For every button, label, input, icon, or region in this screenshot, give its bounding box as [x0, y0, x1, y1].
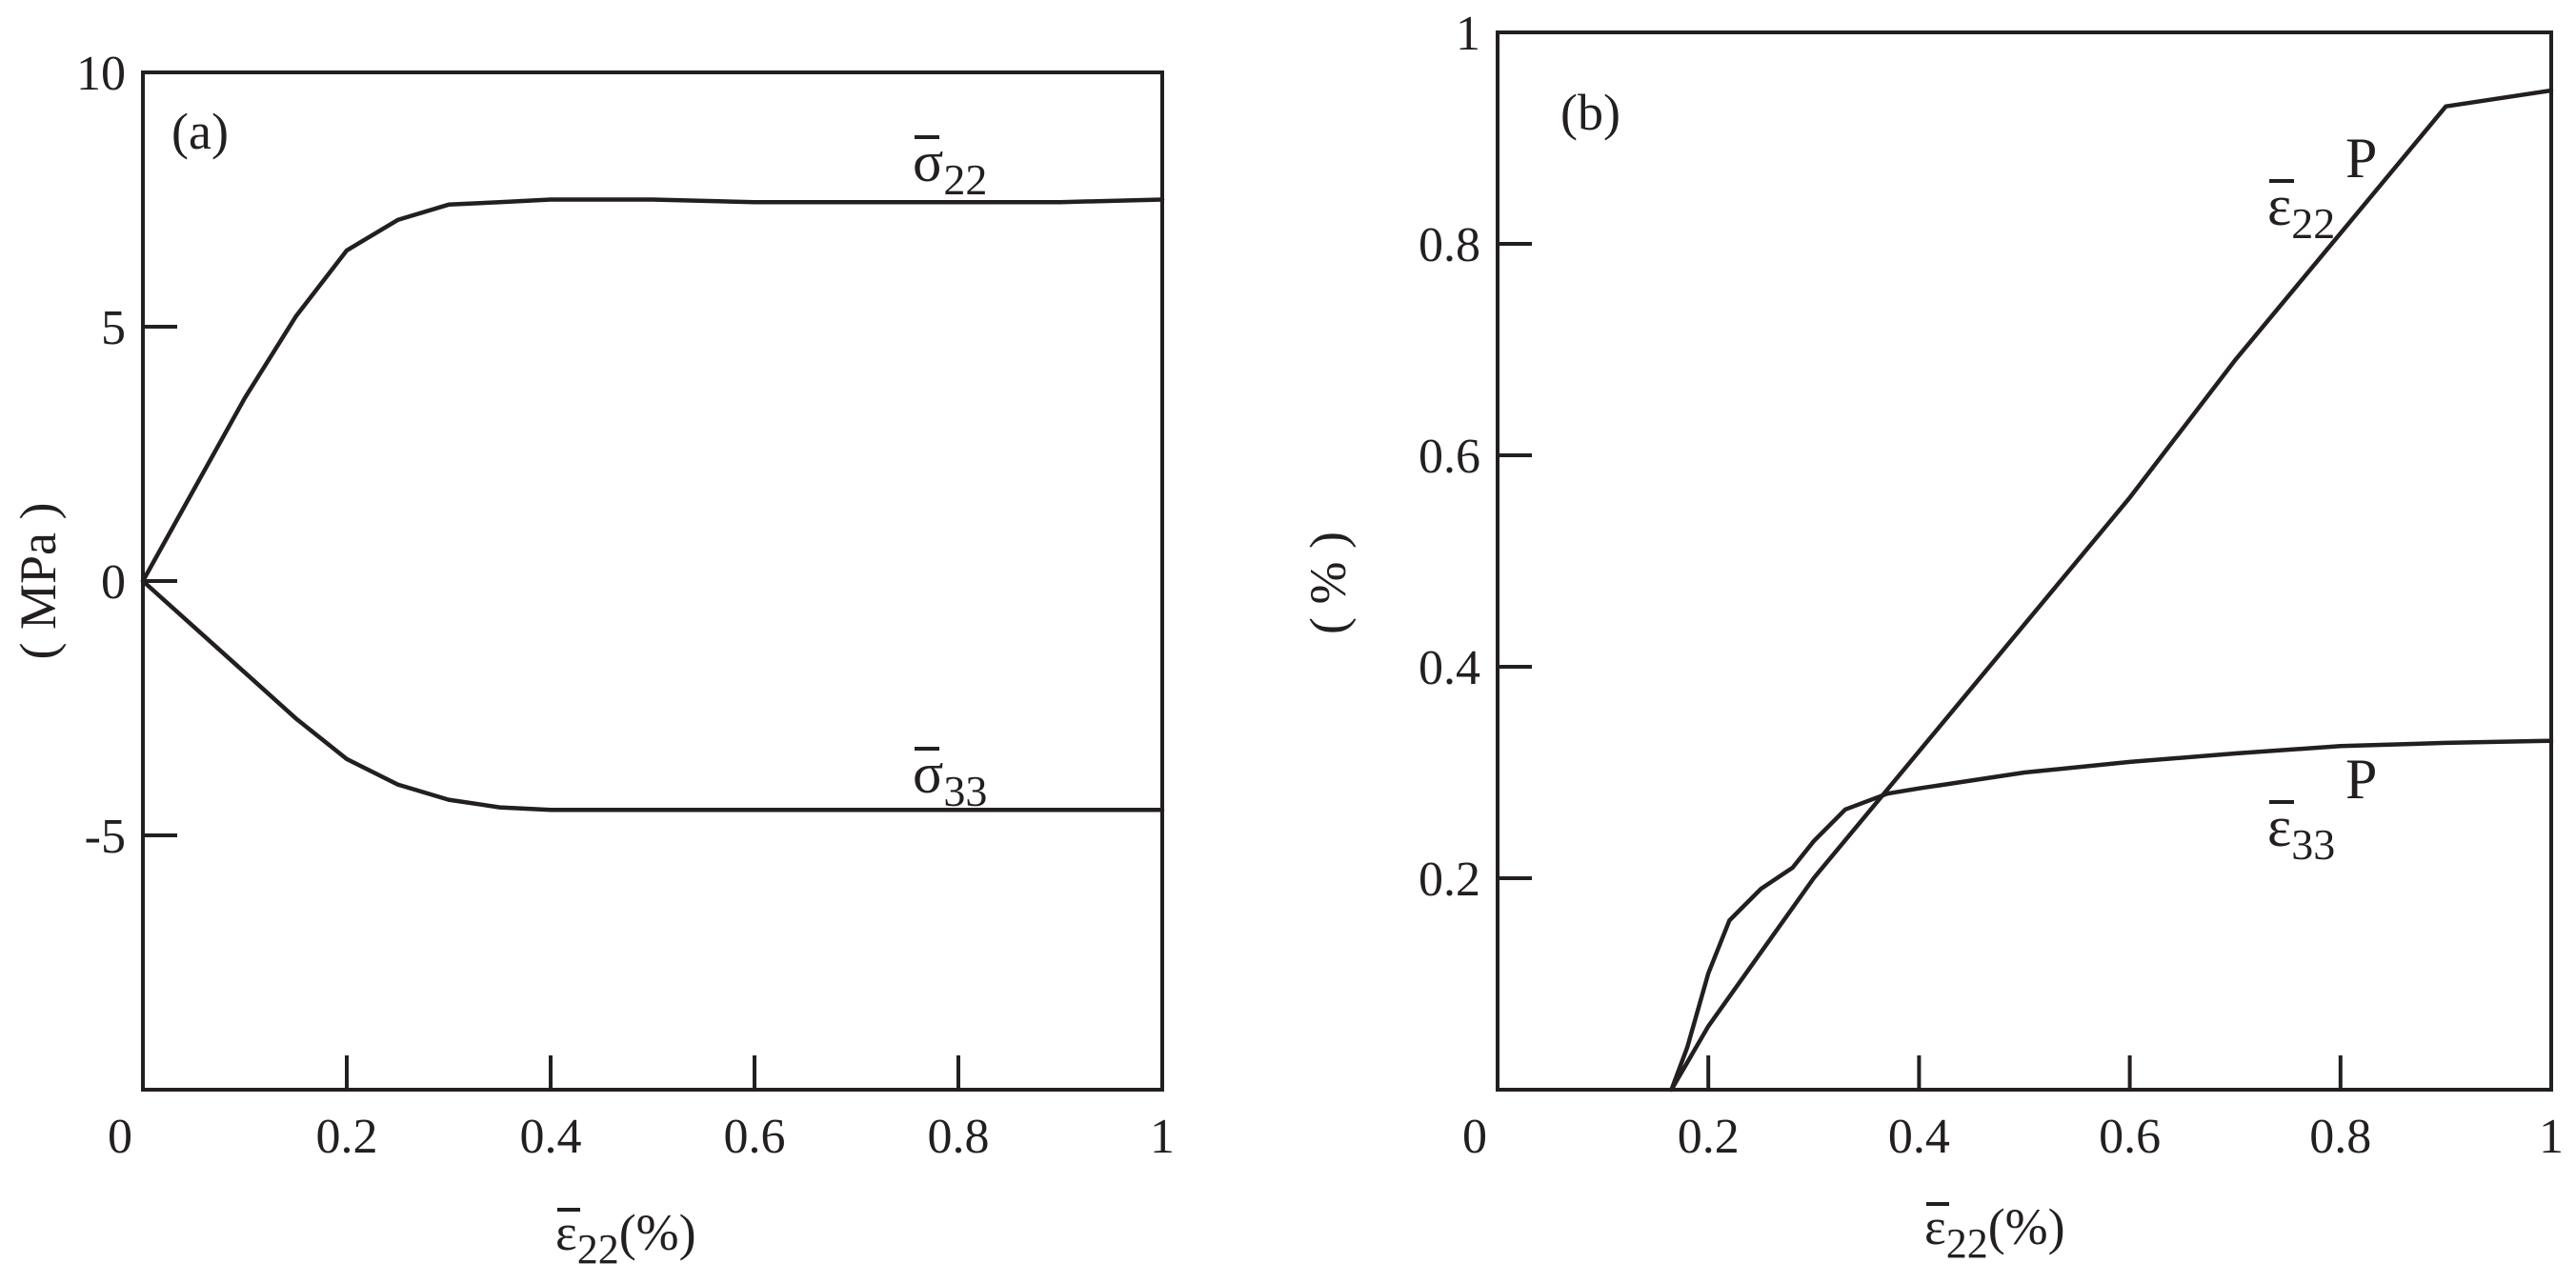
x-tick-label: 0: [108, 1110, 132, 1164]
x-axis-subscript: 22: [577, 1226, 619, 1273]
x-tick-label: 0.8: [2309, 1110, 2371, 1164]
series-label-1: σ22: [913, 130, 987, 204]
series-line-2: [1669, 738, 2554, 1093]
y-tick-label: 10: [76, 47, 126, 101]
series-label-1: ε22: [2267, 174, 2335, 248]
y-tick-label: 1: [1456, 7, 1480, 61]
series-label-symbol: σ: [913, 742, 943, 805]
x-tick-label: 0.4: [1888, 1110, 1950, 1164]
series-label-superscript: P: [2345, 748, 2377, 811]
y-tick-label: 0.4: [1419, 641, 1480, 695]
y-tick-label: 0: [101, 555, 126, 610]
series-label-subscript: 33: [2291, 820, 2335, 869]
y-tick-label: 0.2: [1419, 853, 1480, 907]
x-tick-label: 0.6: [724, 1110, 786, 1164]
y-tick-label: -5: [85, 810, 126, 864]
x-axis-symbol: ε: [555, 1204, 577, 1261]
series-label-superscript: P: [2345, 127, 2377, 190]
y-tick-label: 5: [101, 301, 126, 355]
x-tick-label: 0.6: [2099, 1110, 2161, 1164]
y-tick-label: 0.6: [1419, 430, 1480, 484]
panel-label: (a): [171, 103, 229, 160]
x-tick-label: 0.2: [1678, 1110, 1740, 1164]
x-tick-label: 0.2: [316, 1110, 378, 1164]
series-line-2: [140, 578, 1165, 813]
series-label-subscript: 22: [943, 155, 987, 204]
panel-b: 0 0.2 0.4 0.6 0.8 110.80.60.40.2(b)( % )ε22(%…: [1299, 7, 2564, 1267]
x-tick-label: 0.4: [520, 1110, 582, 1164]
x-tick-label: 0: [1462, 1110, 1487, 1164]
x-axis-symbol: ε: [1924, 1198, 1946, 1255]
series-line-1: [140, 197, 1165, 584]
series-line-1: [1669, 88, 2554, 1093]
x-tick-label: 0.8: [928, 1110, 990, 1164]
x-tick-label: 1: [1150, 1110, 1175, 1164]
x-tick-label: 1: [2539, 1110, 2564, 1164]
series-label-2: σ33: [913, 742, 987, 815]
y-axis-title: ( % ): [1299, 532, 1357, 634]
x-axis-title: ε22(%): [555, 1204, 696, 1273]
y-tick-label: 0.8: [1419, 218, 1480, 272]
plot-frame: [141, 70, 1164, 1092]
series-label-2: ε33: [2267, 795, 2335, 869]
plot-frame: [1496, 30, 2553, 1092]
x-axis-title: ε22(%): [1924, 1198, 2065, 1267]
series-label-subscript: 22: [2291, 199, 2335, 248]
series-label-symbol: ε: [2267, 174, 2291, 237]
x-axis-subscript: 22: [1946, 1220, 1988, 1267]
series-label-symbol: σ: [913, 130, 943, 193]
panel-label: (b): [1560, 84, 1620, 141]
series-label-subscript: 33: [943, 767, 987, 815]
x-axis-unit: (%): [619, 1204, 696, 1261]
x-axis-unit: (%): [1988, 1198, 2065, 1255]
y-axis-title: ( MPa ): [10, 503, 67, 660]
series-label-symbol: ε: [2267, 795, 2291, 858]
